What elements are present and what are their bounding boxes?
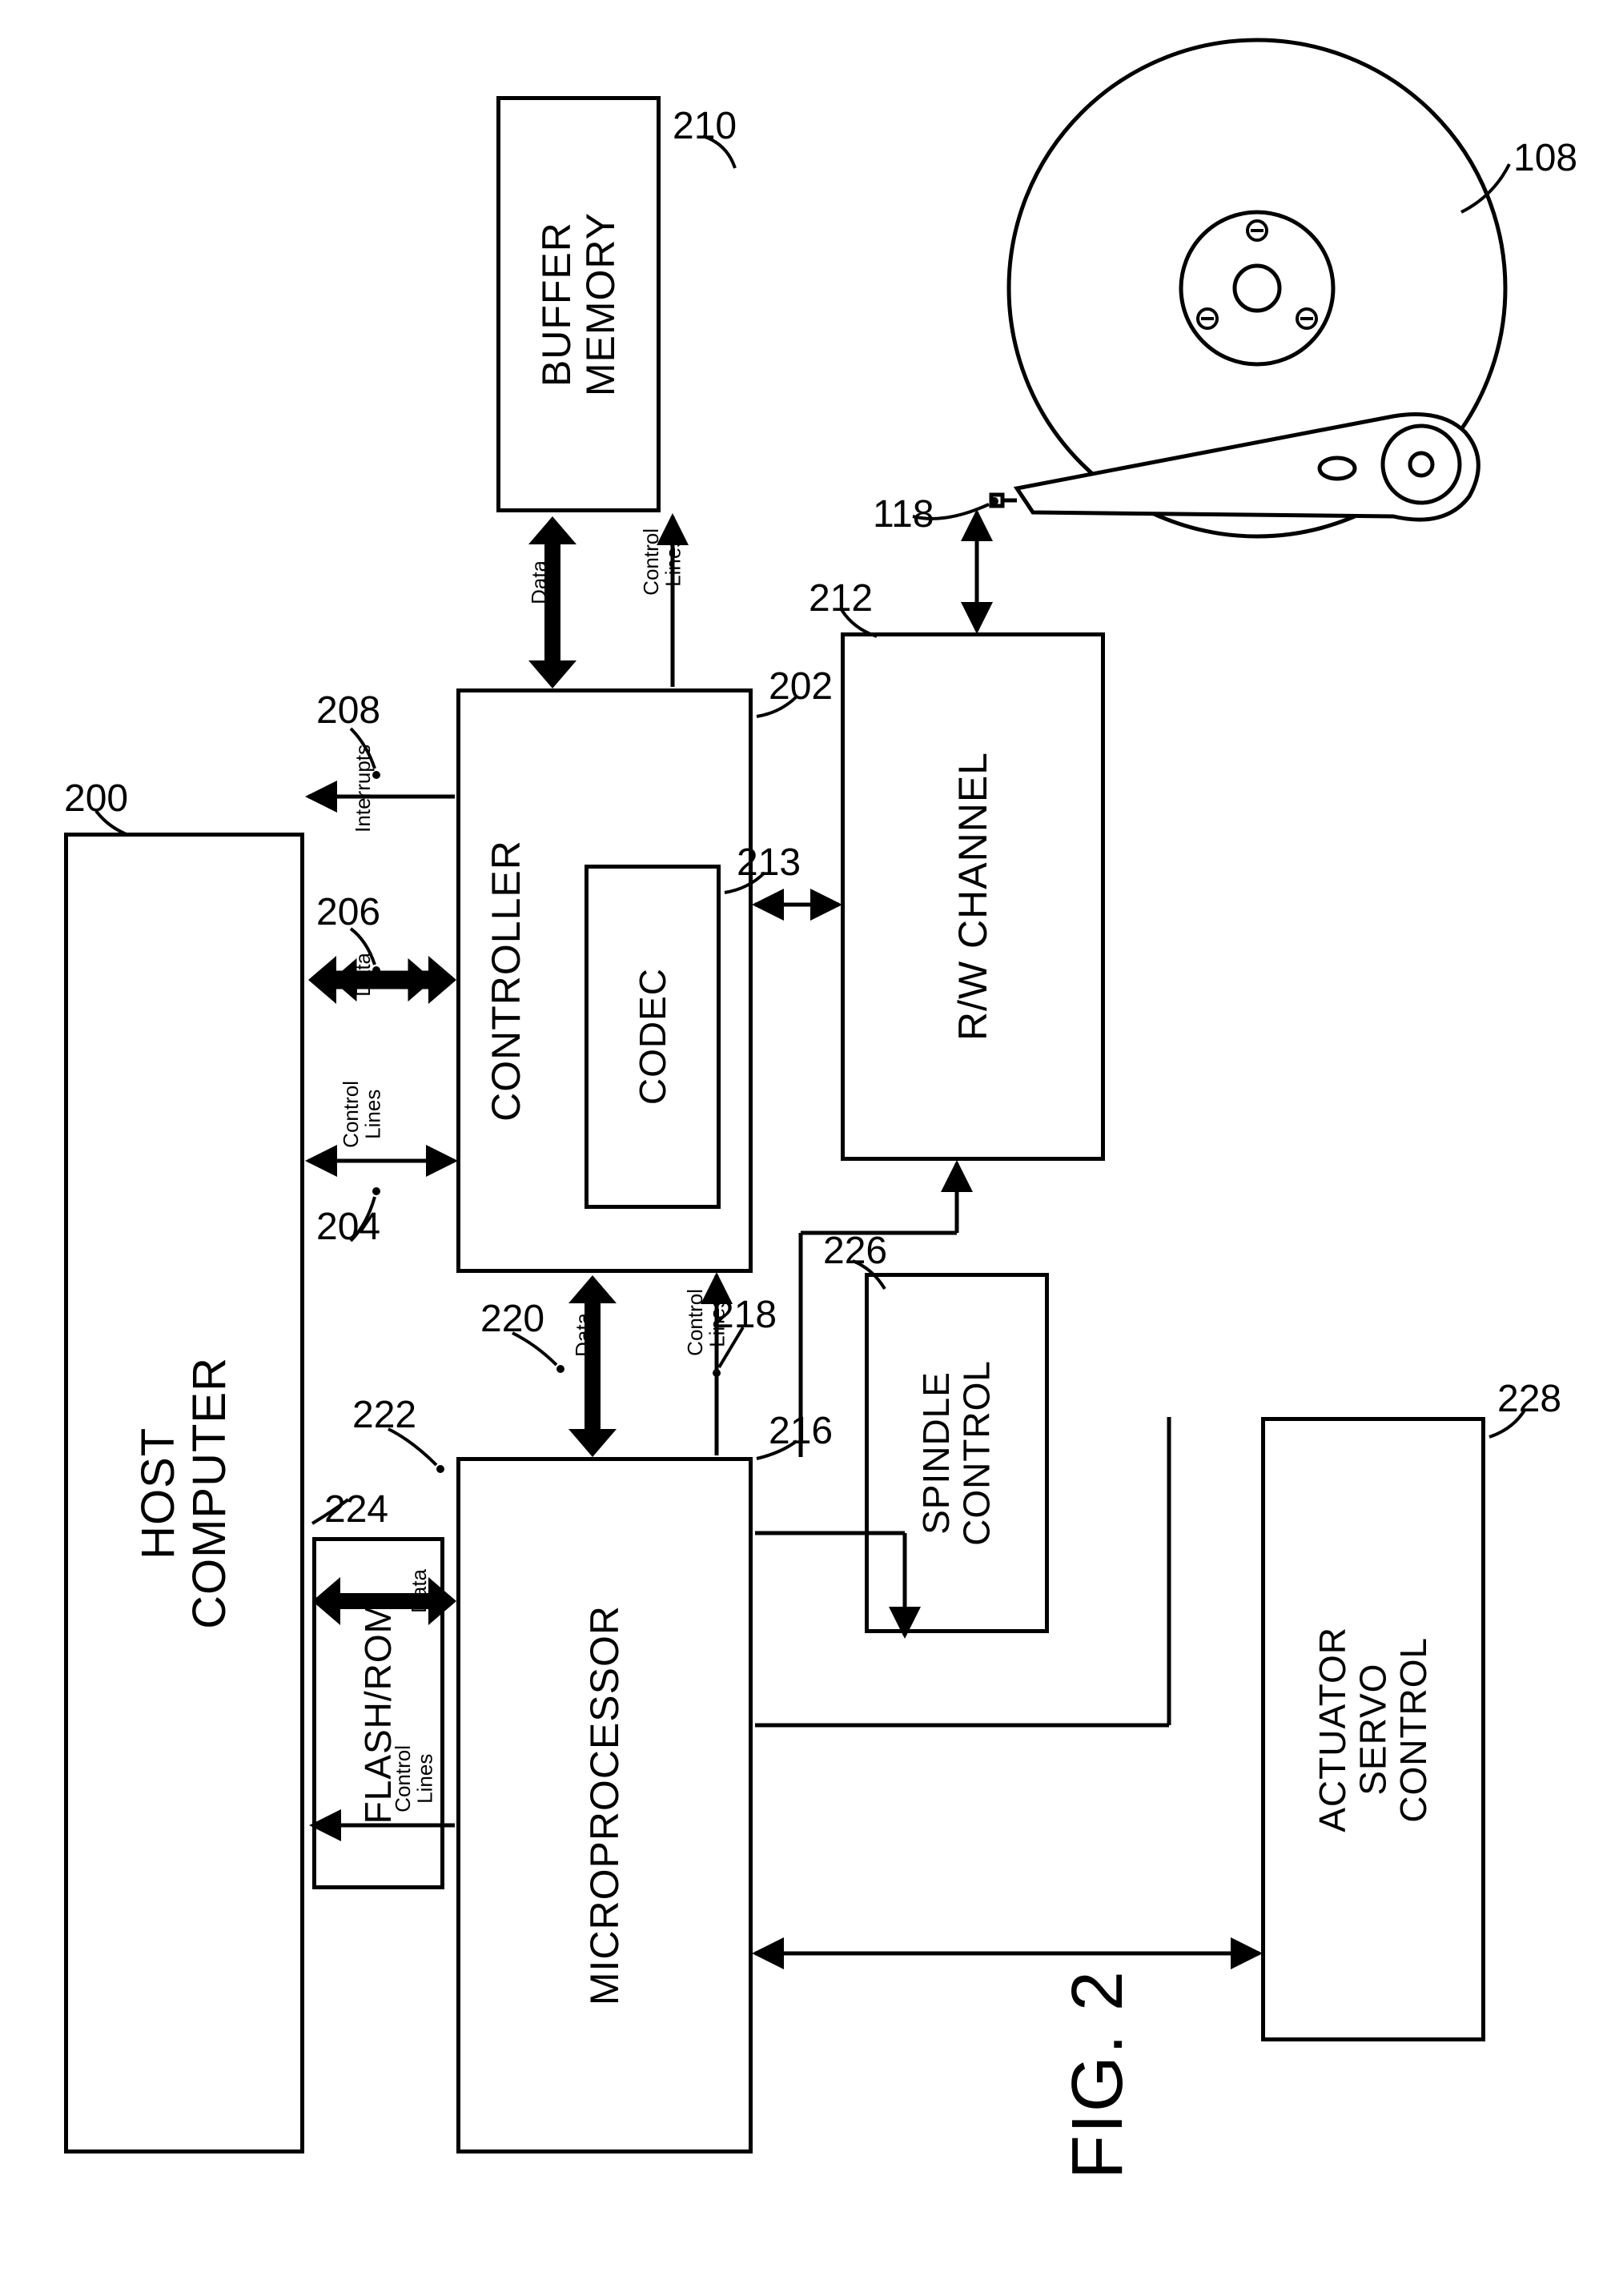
ref-202: 202 — [769, 664, 833, 708]
ref-212: 212 — [809, 576, 873, 620]
ref-206: 206 — [316, 890, 380, 934]
figure-label: FIG. 2 — [1057, 1969, 1139, 2179]
block-codec: CODEC — [585, 865, 721, 1209]
ref-210: 210 — [673, 104, 737, 148]
ref-216: 216 — [769, 1409, 833, 1453]
lbl-data-mf: Data — [408, 1569, 430, 1613]
label-controller: CONTROLLER — [484, 840, 528, 1122]
final-ref-224: 224 — [324, 1487, 388, 1531]
block-buffer: BUFFER MEMORY — [496, 96, 661, 512]
ref-204: 204 — [316, 1205, 380, 1249]
ref-200: 200 — [64, 777, 128, 821]
ref-220: 220 — [480, 1297, 544, 1341]
label-buffer: BUFFER MEMORY — [535, 212, 623, 396]
ref-208: 208 — [316, 688, 380, 733]
ref-226: 226 — [823, 1229, 887, 1273]
label-micro: MICROPROCESSOR — [583, 1605, 627, 2005]
diagram-canvas: HOST COMPUTER 200 BUFFER MEMORY 210 CONT… — [32, 32, 1583, 2264]
ref-228: 228 — [1497, 1377, 1561, 1421]
ref-213: 213 — [737, 841, 801, 885]
block-host: HOST COMPUTER — [64, 833, 304, 2154]
ref-108: 108 — [1513, 136, 1577, 180]
lbl-control-host: Control Lines — [340, 1081, 384, 1148]
label-rw: R/W CHANNEL — [951, 752, 995, 1041]
lbl-data-buf: Data — [528, 560, 550, 604]
lbl-control-buf: Control Lines — [641, 528, 685, 596]
ref-218: 218 — [713, 1293, 777, 1337]
block-actuator: ACTUATOR SERVO CONTROL — [1261, 1417, 1485, 2041]
label-codec: CODEC — [633, 968, 673, 1105]
label-spindle: SPINDLE CONTROL — [916, 1360, 997, 1546]
arm-icon — [991, 415, 1478, 520]
lbl-data-cm1: Data — [572, 1313, 594, 1357]
label-host: HOST COMPUTER — [133, 1357, 235, 1629]
ref-118: 118 — [873, 492, 934, 536]
block-micro: MICROPROCESSOR — [456, 1457, 753, 2154]
block-rw: R/W CHANNEL — [841, 632, 1105, 1161]
block-spindle: SPINDLE CONTROL — [865, 1273, 1049, 1633]
lbl-interrupts: Interrupts — [352, 745, 374, 833]
label-actuator: ACTUATOR SERVO CONTROL — [1312, 1627, 1434, 1832]
lbl-data-host: Data — [352, 953, 374, 997]
disk-icon — [1009, 40, 1505, 536]
lbl-control-mf: Control Lines — [392, 1745, 436, 1812]
ref-222: 222 — [352, 1393, 416, 1437]
